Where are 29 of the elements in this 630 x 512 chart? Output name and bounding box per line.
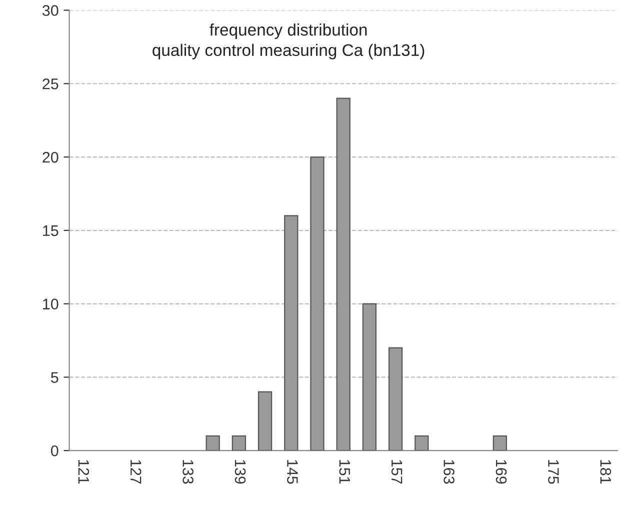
bar <box>310 156 324 451</box>
bar <box>414 435 429 451</box>
bar <box>284 215 298 451</box>
y-tick-label: 20 <box>42 152 58 163</box>
y-tick-label: 30 <box>42 5 58 16</box>
x-tick-label: 163 <box>444 460 454 484</box>
y-tick-label: 10 <box>43 298 58 310</box>
x-tick-label: 145 <box>287 460 298 484</box>
bar <box>336 98 350 451</box>
y-tick-label: 25 <box>42 78 58 90</box>
bar <box>206 435 220 451</box>
bar <box>388 347 403 451</box>
text: frequency distribution quality control measuring Ca (bn131) <box>152 23 424 60</box>
x-tick-label: 157 <box>391 460 402 484</box>
bar <box>362 303 377 451</box>
bar <box>232 435 246 451</box>
y-tick-label: 15 <box>43 225 58 236</box>
x-tick-label: 169 <box>496 460 507 484</box>
y-tick-label: 5 <box>51 372 58 383</box>
x-tick-label: 121 <box>78 460 90 484</box>
bar <box>492 435 508 451</box>
x-tick-label: 175 <box>548 460 559 484</box>
x-tick-label: 139 <box>234 460 246 484</box>
x-tick-label: 133 <box>182 460 194 484</box>
x-tick-label: 127 <box>130 460 142 484</box>
x-tick-label: 181 <box>600 460 612 484</box>
y-tick-label: 0 <box>50 445 58 456</box>
bar <box>258 391 272 451</box>
x-tick-label: 151 <box>339 460 350 484</box>
